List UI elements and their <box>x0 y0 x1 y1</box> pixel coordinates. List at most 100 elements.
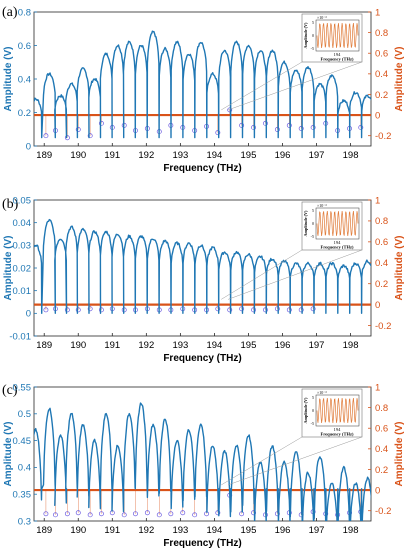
impulse-marker <box>310 306 316 312</box>
inset-y-tick: -5 <box>311 421 314 426</box>
inset-x-label: Frequency (THz) <box>320 432 354 437</box>
y-tick-label: 0.3 <box>18 516 31 527</box>
y2-tick-label: 0.8 <box>375 216 388 227</box>
y-tick-label: 0.5 <box>18 409 31 420</box>
impulse-marker <box>98 307 104 313</box>
inset-y-label: Amplitude (V) <box>303 210 308 237</box>
inset-wave <box>316 397 359 424</box>
impulse-marker <box>239 122 245 128</box>
impulse-marker <box>298 307 304 313</box>
y2-tick-label: 0.6 <box>375 49 388 60</box>
impulse-marker <box>227 307 233 313</box>
panel-label: (b) <box>2 197 19 212</box>
impulse-marker <box>75 510 81 516</box>
inset-y-tick: -5 <box>311 234 314 239</box>
x-tick-label: 193 <box>172 340 188 351</box>
y-axis-label: Amplitude (V) <box>3 236 14 301</box>
y2-tick-label: 0.2 <box>375 465 388 476</box>
impulse-marker <box>75 307 81 313</box>
x-tick-label: 195 <box>241 340 257 351</box>
inset-x-label: Frequency (THz) <box>320 245 354 250</box>
x-tick-label: 192 <box>138 340 154 351</box>
x-tick-label: 197 <box>309 150 325 161</box>
inset-x-tick: 194 <box>334 52 342 57</box>
impulse-marker <box>43 133 49 139</box>
x-tick-label: 194 <box>206 525 222 536</box>
y2-axis-label: Amplitude (V) <box>394 47 405 112</box>
y2-tick-label: 0 <box>375 110 380 121</box>
inset-y-tick: 5 <box>312 395 314 400</box>
x-tick-label: 197 <box>309 340 325 351</box>
x-tick-label: 189 <box>36 340 52 351</box>
impulse-marker <box>310 124 316 130</box>
y-tick-label: 0.04 <box>13 218 32 229</box>
y2-tick-label: -0.2 <box>375 506 391 517</box>
plot-area <box>34 30 371 141</box>
y2-tick-label: 1 <box>375 7 380 18</box>
impulse-marker <box>43 511 49 517</box>
y-tick-label: 0.35 <box>13 490 32 501</box>
y2-tick-label: 0.6 <box>375 237 388 248</box>
y-tick-label: 0.45 <box>13 436 32 447</box>
x-tick-label: 191 <box>104 340 120 351</box>
impulse-marker <box>132 511 138 517</box>
impulse-marker <box>358 124 364 130</box>
y2-tick-label: 0 <box>375 485 380 496</box>
impulse-marker <box>274 127 280 132</box>
plot-area <box>34 218 371 314</box>
y2-tick-label: 0.2 <box>375 279 388 290</box>
x-tick-label: 196 <box>275 340 291 351</box>
zoom-connector <box>227 61 363 111</box>
zoom-connector <box>227 436 363 486</box>
zoom-connector <box>221 61 303 111</box>
impulse-marker <box>87 512 93 518</box>
impulse-marker <box>263 307 268 313</box>
y2-tick-label: -0.2 <box>375 131 391 142</box>
amplitude-trace <box>34 218 371 314</box>
y-tick-label: 0.55 <box>13 382 32 393</box>
impulse-marker <box>286 122 292 128</box>
impulse-marker <box>274 306 280 312</box>
y-tick-label: 0.6 <box>18 41 31 52</box>
inset-y-tick: 0 <box>312 408 314 413</box>
y2-tick-label: 0.2 <box>375 90 388 101</box>
plot-area <box>34 402 371 521</box>
x-tick-label: 198 <box>343 525 359 536</box>
impulse-marker <box>144 510 150 516</box>
y2-tick-label: 1 <box>375 382 380 393</box>
x-tick-label: 191 <box>104 525 120 536</box>
x-tick-label: 197 <box>309 525 325 536</box>
inset-y-tick: 5 <box>312 208 314 213</box>
x-tick-label: 191 <box>104 150 120 161</box>
inset-y-tick: 5 <box>312 20 314 25</box>
y2-tick-label: 0.4 <box>375 444 388 455</box>
y2-axis-label: Amplitude (V) <box>394 422 405 487</box>
y2-tick-label: 1 <box>375 195 380 206</box>
y-tick-label: 0 <box>26 309 31 320</box>
impulse-marker <box>64 511 70 517</box>
x-tick-label: 190 <box>70 150 86 161</box>
impulse-marker <box>98 120 104 126</box>
y2-axis-label: Amplitude (V) <box>394 236 405 301</box>
impulse-marker <box>251 307 257 313</box>
inset-x-tick: 194 <box>334 427 342 432</box>
impulse-marker <box>263 120 268 126</box>
x-tick-label: 192 <box>138 525 154 536</box>
y-tick-label: 0 <box>26 141 31 152</box>
y2-tick-label: 0.4 <box>375 69 388 80</box>
impulse-marker <box>251 510 257 516</box>
y2-tick-label: 0.6 <box>375 424 388 435</box>
x-axis-label: Frequency (THz) <box>163 163 241 174</box>
inset-y-tick: 0 <box>312 33 314 38</box>
y2-tick-label: 0.8 <box>375 403 388 414</box>
impulse-marker <box>192 512 198 518</box>
chart-panel-3: (c) 0.3 0.35 0.4 0.45 0.5 0.55 -0.2 0 0.2 0.4 0.6 0.… <box>2 382 405 549</box>
y-axis-label: Amplitude (V) <box>3 422 14 487</box>
impulse-marker <box>251 124 257 130</box>
impulse-marker <box>156 512 162 518</box>
x-tick-label: 194 <box>206 150 222 161</box>
zoom-connector <box>227 249 363 300</box>
